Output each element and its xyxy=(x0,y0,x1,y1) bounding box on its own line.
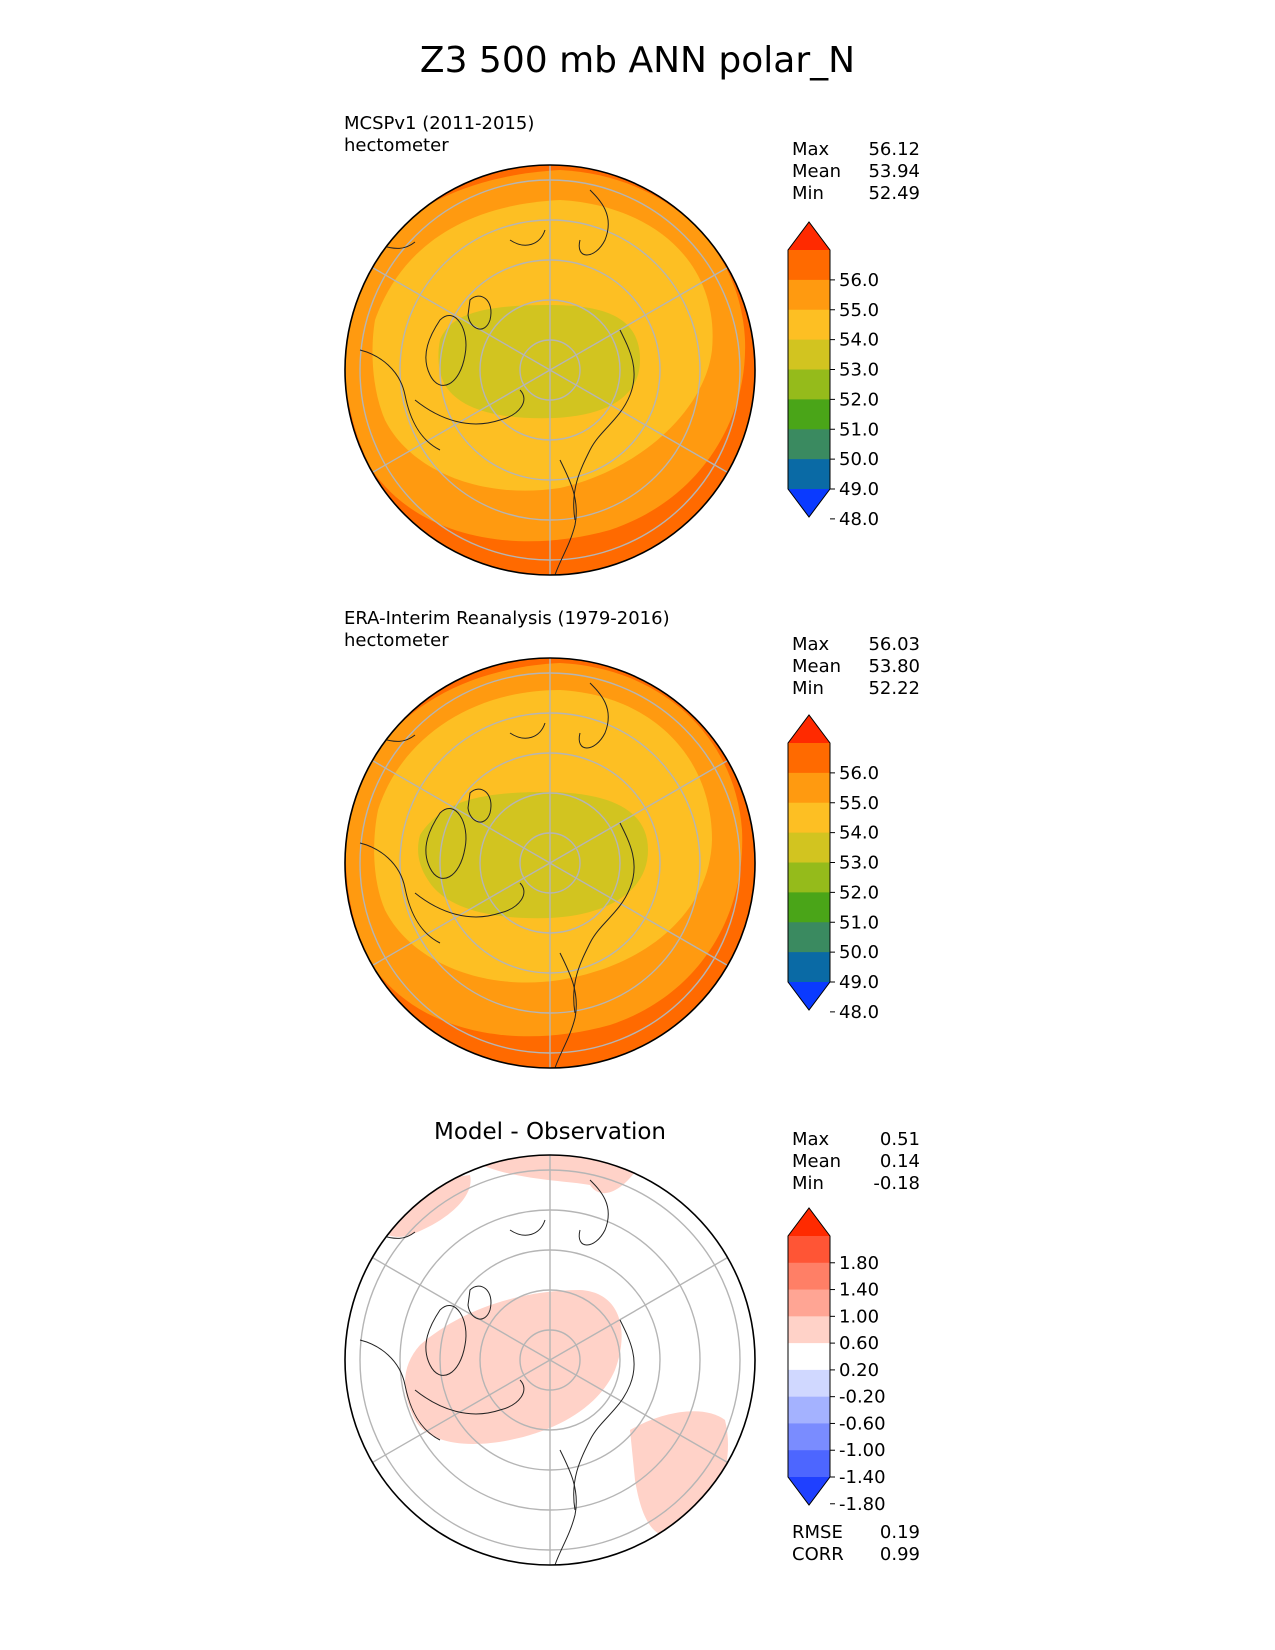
colorbar-tick-label: 0.60 xyxy=(839,1333,879,1354)
colorbar-segment xyxy=(788,1450,830,1478)
colorbar-tick-label: 51.0 xyxy=(839,419,879,440)
colorbar-tick-label: 54.0 xyxy=(839,823,879,844)
panel1-dataset: MCSPv1 (2011-2015) xyxy=(344,113,535,134)
panel3-title: Model - Observation xyxy=(433,1119,667,1145)
colorbar-tick-label: -1.40 xyxy=(839,1467,886,1488)
colorbar-segment xyxy=(788,1262,830,1291)
colorbar-tick-label: 48.0 xyxy=(839,1002,879,1023)
figure-title: Z3 500 mb ANN polar_N xyxy=(419,40,856,81)
colorbar-segment xyxy=(788,1423,830,1451)
colorbar-tick-label: 52.0 xyxy=(839,389,879,410)
colorbar-extend-min xyxy=(788,1477,830,1505)
colorbar-tick-label: -0.60 xyxy=(839,1413,886,1434)
colorbar-tick-label: 55.0 xyxy=(839,793,879,814)
panel3-colorbar: 1.80 1.40 1.00 0.60 0.20 -0.20 -0.60 -1.00 -1.40… xyxy=(787,1207,886,1515)
colorbar-tick-label: 50.0 xyxy=(839,449,879,470)
panel2-stats: Max 56.03 Mean 53.80 Min 52.22 xyxy=(792,634,920,699)
colorbar-segment xyxy=(788,429,830,460)
colorbar-tick-label: 49.0 xyxy=(839,479,879,500)
colorbar-segment xyxy=(788,279,830,311)
colorbar-segment xyxy=(788,952,830,983)
colorbar-extend-max xyxy=(788,1208,830,1236)
colorbar-tick-label: 50.0 xyxy=(839,942,879,963)
colorbar-segment xyxy=(788,862,830,893)
colorbar-tick-label: 0.20 xyxy=(839,1360,879,1381)
panel1-units: hectometer xyxy=(344,135,449,156)
colorbar-tick-label: 56.0 xyxy=(839,270,879,291)
colorbar-segment xyxy=(788,1289,830,1317)
colorbar-extend-min xyxy=(788,489,830,517)
colorbar-segment xyxy=(788,1343,830,1371)
colorbar-tick-label: 56.0 xyxy=(839,763,879,784)
colorbar-segment xyxy=(788,832,830,863)
colorbar-tick-label: 49.0 xyxy=(839,972,879,993)
panel2-units: hectometer xyxy=(344,630,449,651)
panel3-map xyxy=(345,1155,755,1565)
colorbar-tick-label: 1.80 xyxy=(839,1253,879,1274)
colorbar-segment xyxy=(788,1236,830,1264)
colorbar-segment xyxy=(788,1369,830,1398)
colorbar-tick-label: 52.0 xyxy=(839,882,879,903)
panel1-colorbar: 56.0 55.0 54.0 53.0 52.0 51.0 50.0 49.0 48.0 xyxy=(787,221,879,530)
colorbar-tick-label: 1.40 xyxy=(839,1280,879,1301)
colorbar-extend-max xyxy=(788,715,830,743)
colorbar-tick-label: -1.80 xyxy=(839,1494,886,1515)
colorbar-tick-label: 53.0 xyxy=(839,360,879,381)
panel3-rmse-corr: RMSE 0.19 CORR 0.99 xyxy=(792,1522,920,1565)
colorbar-segment xyxy=(788,250,830,281)
colorbar-segment xyxy=(788,772,830,804)
colorbar-tick-label: 51.0 xyxy=(839,912,879,933)
colorbar-segment xyxy=(788,1396,830,1424)
panel2-colorbar: 56.0 55.0 54.0 53.0 52.0 51.0 50.0 49.0 48.0 xyxy=(787,714,879,1023)
colorbar-tick-label: 48.0 xyxy=(839,509,879,530)
panel1-map xyxy=(345,165,755,575)
colorbar-tick-label: -1.00 xyxy=(839,1440,886,1461)
colorbar-tick-label: -0.20 xyxy=(839,1387,886,1408)
colorbar-segment xyxy=(788,399,830,430)
colorbar-segment xyxy=(788,339,830,370)
colorbar-tick-label: 53.0 xyxy=(839,853,879,874)
colorbar-tick-label: 54.0 xyxy=(839,330,879,351)
panel2-dataset: ERA-Interim Reanalysis (1979-2016) xyxy=(344,608,670,629)
colorbar-segment xyxy=(788,1316,830,1344)
colorbar-segment xyxy=(788,892,830,923)
panel2-label: ERA-Interim Reanalysis (1979-2016) hecto… xyxy=(344,608,670,652)
panel2-map xyxy=(345,658,755,1068)
colorbar-segment xyxy=(788,802,830,834)
colorbar-tick-label: 1.00 xyxy=(839,1306,879,1327)
panel3-stats: Max 0.51 Mean 0.14 Min -0.18 xyxy=(792,1129,920,1194)
colorbar-segment xyxy=(788,922,830,953)
colorbar-extend-min xyxy=(788,982,830,1010)
colorbar-segment xyxy=(788,743,830,774)
colorbar-extend-max xyxy=(788,222,830,250)
colorbar-segment xyxy=(788,459,830,490)
panel1-label: MCSPv1 (2011-2015) hectometer xyxy=(344,113,534,157)
panel1-stats: Max 56.12 Mean 53.94 Min 52.49 xyxy=(792,139,920,204)
colorbar-segment xyxy=(788,309,830,341)
colorbar-segment xyxy=(788,369,830,400)
colorbar-tick-label: 55.0 xyxy=(839,300,879,321)
